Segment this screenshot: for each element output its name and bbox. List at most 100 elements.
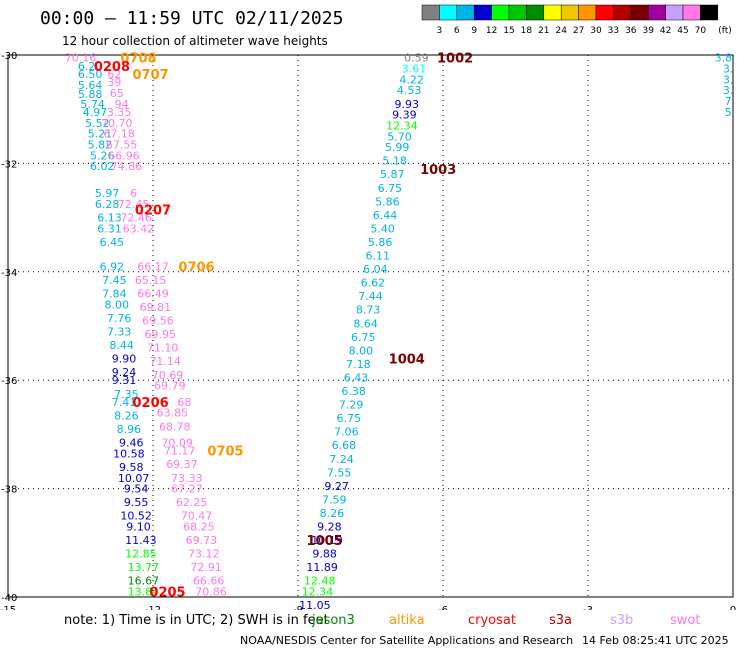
color-legend: 3 6 9 12 15 18 21 24 27 30 33 36 39 42 45 70 (ft) <box>421 4 732 36</box>
wave-height-value: 7.18 <box>346 358 371 371</box>
wave-height-value: 6.75 <box>378 182 403 195</box>
wave-height-value: 70.69 <box>152 369 184 382</box>
wave-height-value: 13.77 <box>128 561 160 574</box>
track-time-label: 0208 <box>94 60 130 75</box>
wave-height-value: 3. <box>723 73 734 86</box>
wave-height-value: 6.43 <box>344 371 369 384</box>
wave-height-value: 5.18 <box>382 155 407 168</box>
wave-height-value: 5.86 <box>368 236 393 249</box>
legend-tick-label: 33 <box>608 26 619 36</box>
wave-height-value: 69.81 <box>140 301 172 314</box>
wave-height-value: 70.47 <box>181 510 213 523</box>
longitude-tick-label: -15 <box>0 605 16 610</box>
track-time-label: 0206 <box>132 396 168 411</box>
wave-height-value: 71.14 <box>149 355 181 368</box>
legend-swatch <box>700 4 719 21</box>
wave-height-value: 39 <box>107 76 121 89</box>
wave-height-value: 8.00 <box>105 298 130 311</box>
wave-height-value: 12.34 <box>302 586 334 599</box>
map-subtitle: 12 hour collection of altimeter wave hei… <box>62 34 328 48</box>
track-time-label: 1002 <box>437 52 473 67</box>
wave-height-value: 7.59 <box>322 493 347 506</box>
wave-height-value: 6.44 <box>373 209 398 222</box>
wave-height-value: 9.39 <box>392 109 417 122</box>
wave-height-value: 70.86 <box>195 586 227 599</box>
track-time-label: 0207 <box>135 203 171 218</box>
wave-height-value: 69.37 <box>166 458 198 471</box>
wave-height-value: 7.84 <box>102 287 127 300</box>
longitude-tick-label: -6 <box>438 605 448 610</box>
wave-height-value: 9.58 <box>119 461 144 474</box>
wave-height-value: 5.99 <box>385 141 410 154</box>
latitude-tick-label: -40 <box>1 593 17 604</box>
wave-height-value: 63.42 <box>123 222 155 235</box>
wave-height-value: 4.53 <box>397 84 422 97</box>
longitude-tick-label: 0 <box>730 605 736 610</box>
wave-height-value: 10.07 <box>118 472 150 485</box>
wave-height-value: 8.26 <box>320 507 345 520</box>
wave-height-value: 11.05 <box>299 599 331 610</box>
satellite-legend-item: jason3 <box>312 613 355 628</box>
wave-height-value: 3. <box>723 63 734 76</box>
map-title: 00:00 – 11:59 UTC 02/11/2025 <box>40 8 344 29</box>
wave-height-value: 72.91 <box>190 561 222 574</box>
wave-height-value: 94 <box>115 98 129 111</box>
wave-height-value: 9.24 <box>112 366 137 379</box>
wave-height-value: 7.45 <box>102 274 127 287</box>
track-time-label: 1005 <box>306 534 342 549</box>
wave-height-value: 3.8 <box>715 52 733 65</box>
legend-unit: (ft) <box>718 26 732 36</box>
latitude-tick-label: -30 <box>1 51 17 62</box>
wave-height-value: 66.17 <box>137 260 169 273</box>
longitude-tick-label: -3 <box>583 605 593 610</box>
wave-height-value: 72.45 <box>118 198 150 211</box>
legend-tick-label: 6 <box>454 26 460 36</box>
footer-credit: NOAA/NESDIS Center for Satellite Applica… <box>240 634 574 647</box>
wave-height-value: 6.45 <box>100 236 125 249</box>
wave-height-value: 5.87 <box>380 168 405 181</box>
wave-height-value: 8.44 <box>109 339 134 352</box>
wave-height-value: 5.74 <box>80 98 105 111</box>
footer-note: note: 1) Time is in UTC; 2) SWH is in fe… <box>64 613 329 628</box>
wave-height-value: 66.96 <box>108 149 140 162</box>
latitude-tick-label: -38 <box>1 485 17 496</box>
footer-timestamp: 14 Feb 08:25:41 UTC 2025 <box>582 634 729 647</box>
legend-tick-label: 12 <box>486 26 497 36</box>
wave-height-value: 73.12 <box>188 548 220 561</box>
wave-height-value: 9.54 <box>124 483 149 496</box>
wave-height-value: 7.35 <box>114 388 139 401</box>
legend-tick-label: 9 <box>471 26 477 36</box>
latitude-tick-label: -34 <box>1 268 17 279</box>
wave-height-value: 8.96 <box>117 423 142 436</box>
latitude-tick-label: -32 <box>1 159 17 170</box>
wave-height-value: 5 <box>725 106 732 119</box>
wave-height-value: 69.73 <box>186 534 218 547</box>
wave-height-value: 7.06 <box>334 426 359 439</box>
legend-tick-label: 3 <box>437 26 443 36</box>
wave-height-value: 65.15 <box>135 274 167 287</box>
wave-height-value: 6.31 <box>97 222 122 235</box>
wave-height-value: 7.44 <box>358 290 383 303</box>
wave-height-value: 7.55 <box>327 466 352 479</box>
longitude-tick-label: -9 <box>293 605 303 610</box>
wave-height-value: 9.10 <box>126 521 151 534</box>
wave-height-value: 5.21 <box>88 128 113 141</box>
track-time-label: 0707 <box>132 68 168 83</box>
wave-height-value: 9.93 <box>395 98 420 111</box>
satellite-legend-item: s3a <box>549 613 573 628</box>
wave-height-value: 9.46 <box>119 437 144 450</box>
wave-height-value: 7.41 <box>112 396 137 409</box>
wave-height-value: 62 <box>107 68 121 81</box>
wave-height-value: 5.86 <box>375 195 400 208</box>
wave-height-value: 13.84 <box>128 586 160 599</box>
wave-height-value: 5.88 <box>78 88 103 101</box>
wave-height-value: 6.75 <box>351 331 376 344</box>
wave-height-value: 7 <box>725 95 732 108</box>
wave-height-value: 5.26 <box>90 149 115 162</box>
wave-height-value: 5.52 <box>85 117 110 130</box>
latitude-tick-label: -36 <box>1 376 17 387</box>
wave-height-value: 9.28 <box>317 521 342 534</box>
wave-height-value: 5.82 <box>88 138 113 151</box>
wave-height-value: 68.78 <box>159 420 191 433</box>
wave-height-value: 9.88 <box>312 548 337 561</box>
